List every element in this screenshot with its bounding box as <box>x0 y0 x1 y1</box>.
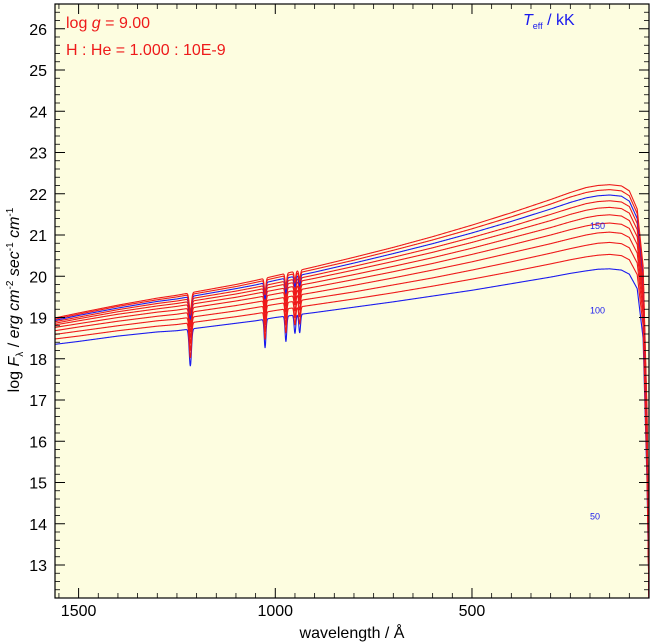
flux-curve-teff-135 <box>55 200 649 598</box>
y-tick-label: 17 <box>29 393 47 410</box>
title-line-1: log g = 9.00 <box>66 15 150 32</box>
x-tick-label: 1000 <box>257 603 293 620</box>
y-tick-label: 13 <box>29 558 47 575</box>
flux-curve-teff-110 <box>55 241 649 598</box>
ylabel-f-symbol: F <box>6 356 23 367</box>
ylabel-units: erg cm <box>6 290 23 339</box>
y-tick-label: 18 <box>29 352 47 369</box>
flux-curve-teff-105 <box>55 253 649 598</box>
ylabel-exp3: -1 <box>5 207 16 216</box>
y-tick-label: 25 <box>29 63 47 80</box>
title-log-prefix: log <box>66 15 92 32</box>
x-tick-label: 500 <box>459 603 486 620</box>
y-tick-label: 15 <box>29 476 47 493</box>
y-tick-label: 20 <box>29 269 47 286</box>
flux-curve-teff-115 <box>55 231 649 598</box>
y-tick-label: 16 <box>29 434 47 451</box>
ylabel-separator: / <box>6 338 23 351</box>
ylabel-prefix: log <box>6 367 23 393</box>
legend-unit: / kK <box>543 12 575 29</box>
flux-curve-teff-140 <box>55 194 649 598</box>
y-tick-label: 19 <box>29 311 47 328</box>
flux-curve-teff-150 <box>55 184 649 598</box>
flux-curve-teff-120 <box>55 222 649 598</box>
curve-labels: 150 100 50 <box>590 221 605 522</box>
y-tick-label: 24 <box>29 104 47 121</box>
flux-curve-teff-100 <box>55 268 649 598</box>
curve-label-100: 100 <box>590 305 605 315</box>
ylabel-exp2: -1 <box>5 242 16 251</box>
y-axis-label: log Fλ / erg cm-2 sec-1 cm-1 <box>5 207 26 392</box>
x-axis-label: wavelength / Å <box>299 623 405 642</box>
plot-frame <box>54 3 650 599</box>
y-tick-label: 14 <box>29 517 47 534</box>
flux-curve-teff-145 <box>55 189 649 598</box>
title-g-symbol: g <box>92 15 101 32</box>
y-tick-label: 23 <box>29 146 47 163</box>
ylabel-units3: cm <box>6 217 23 243</box>
axis-ticks: 13 14 15 16 17 18 19 20 21 22 23 24 25 26 1500 1000 500 <box>29 3 649 620</box>
legend-eff-sub: eff <box>533 21 543 31</box>
legend-t-symbol: T <box>523 12 534 29</box>
flux-curve-teff-130 <box>55 206 649 598</box>
curve-label-50: 50 <box>590 512 600 522</box>
title-g-value: = 9.00 <box>101 15 150 32</box>
plot-background <box>55 4 649 598</box>
curve-label-150: 150 <box>590 221 605 231</box>
y-tick-label: 26 <box>29 22 47 39</box>
ylabel-units2: sec <box>6 251 23 280</box>
y-tick-label: 22 <box>29 187 47 204</box>
x-tick-label: 1500 <box>61 603 97 620</box>
ylabel-lambda-sub: λ <box>15 352 26 357</box>
title-line-2: H : He = 1.000 : 10E-9 <box>66 42 226 59</box>
legend-title: Teff / kK <box>523 12 575 31</box>
flux-curves <box>55 184 649 598</box>
y-tick-label: 21 <box>29 228 47 245</box>
flux-curve-teff-125 <box>55 214 649 598</box>
ylabel-exp1: -2 <box>5 280 16 289</box>
